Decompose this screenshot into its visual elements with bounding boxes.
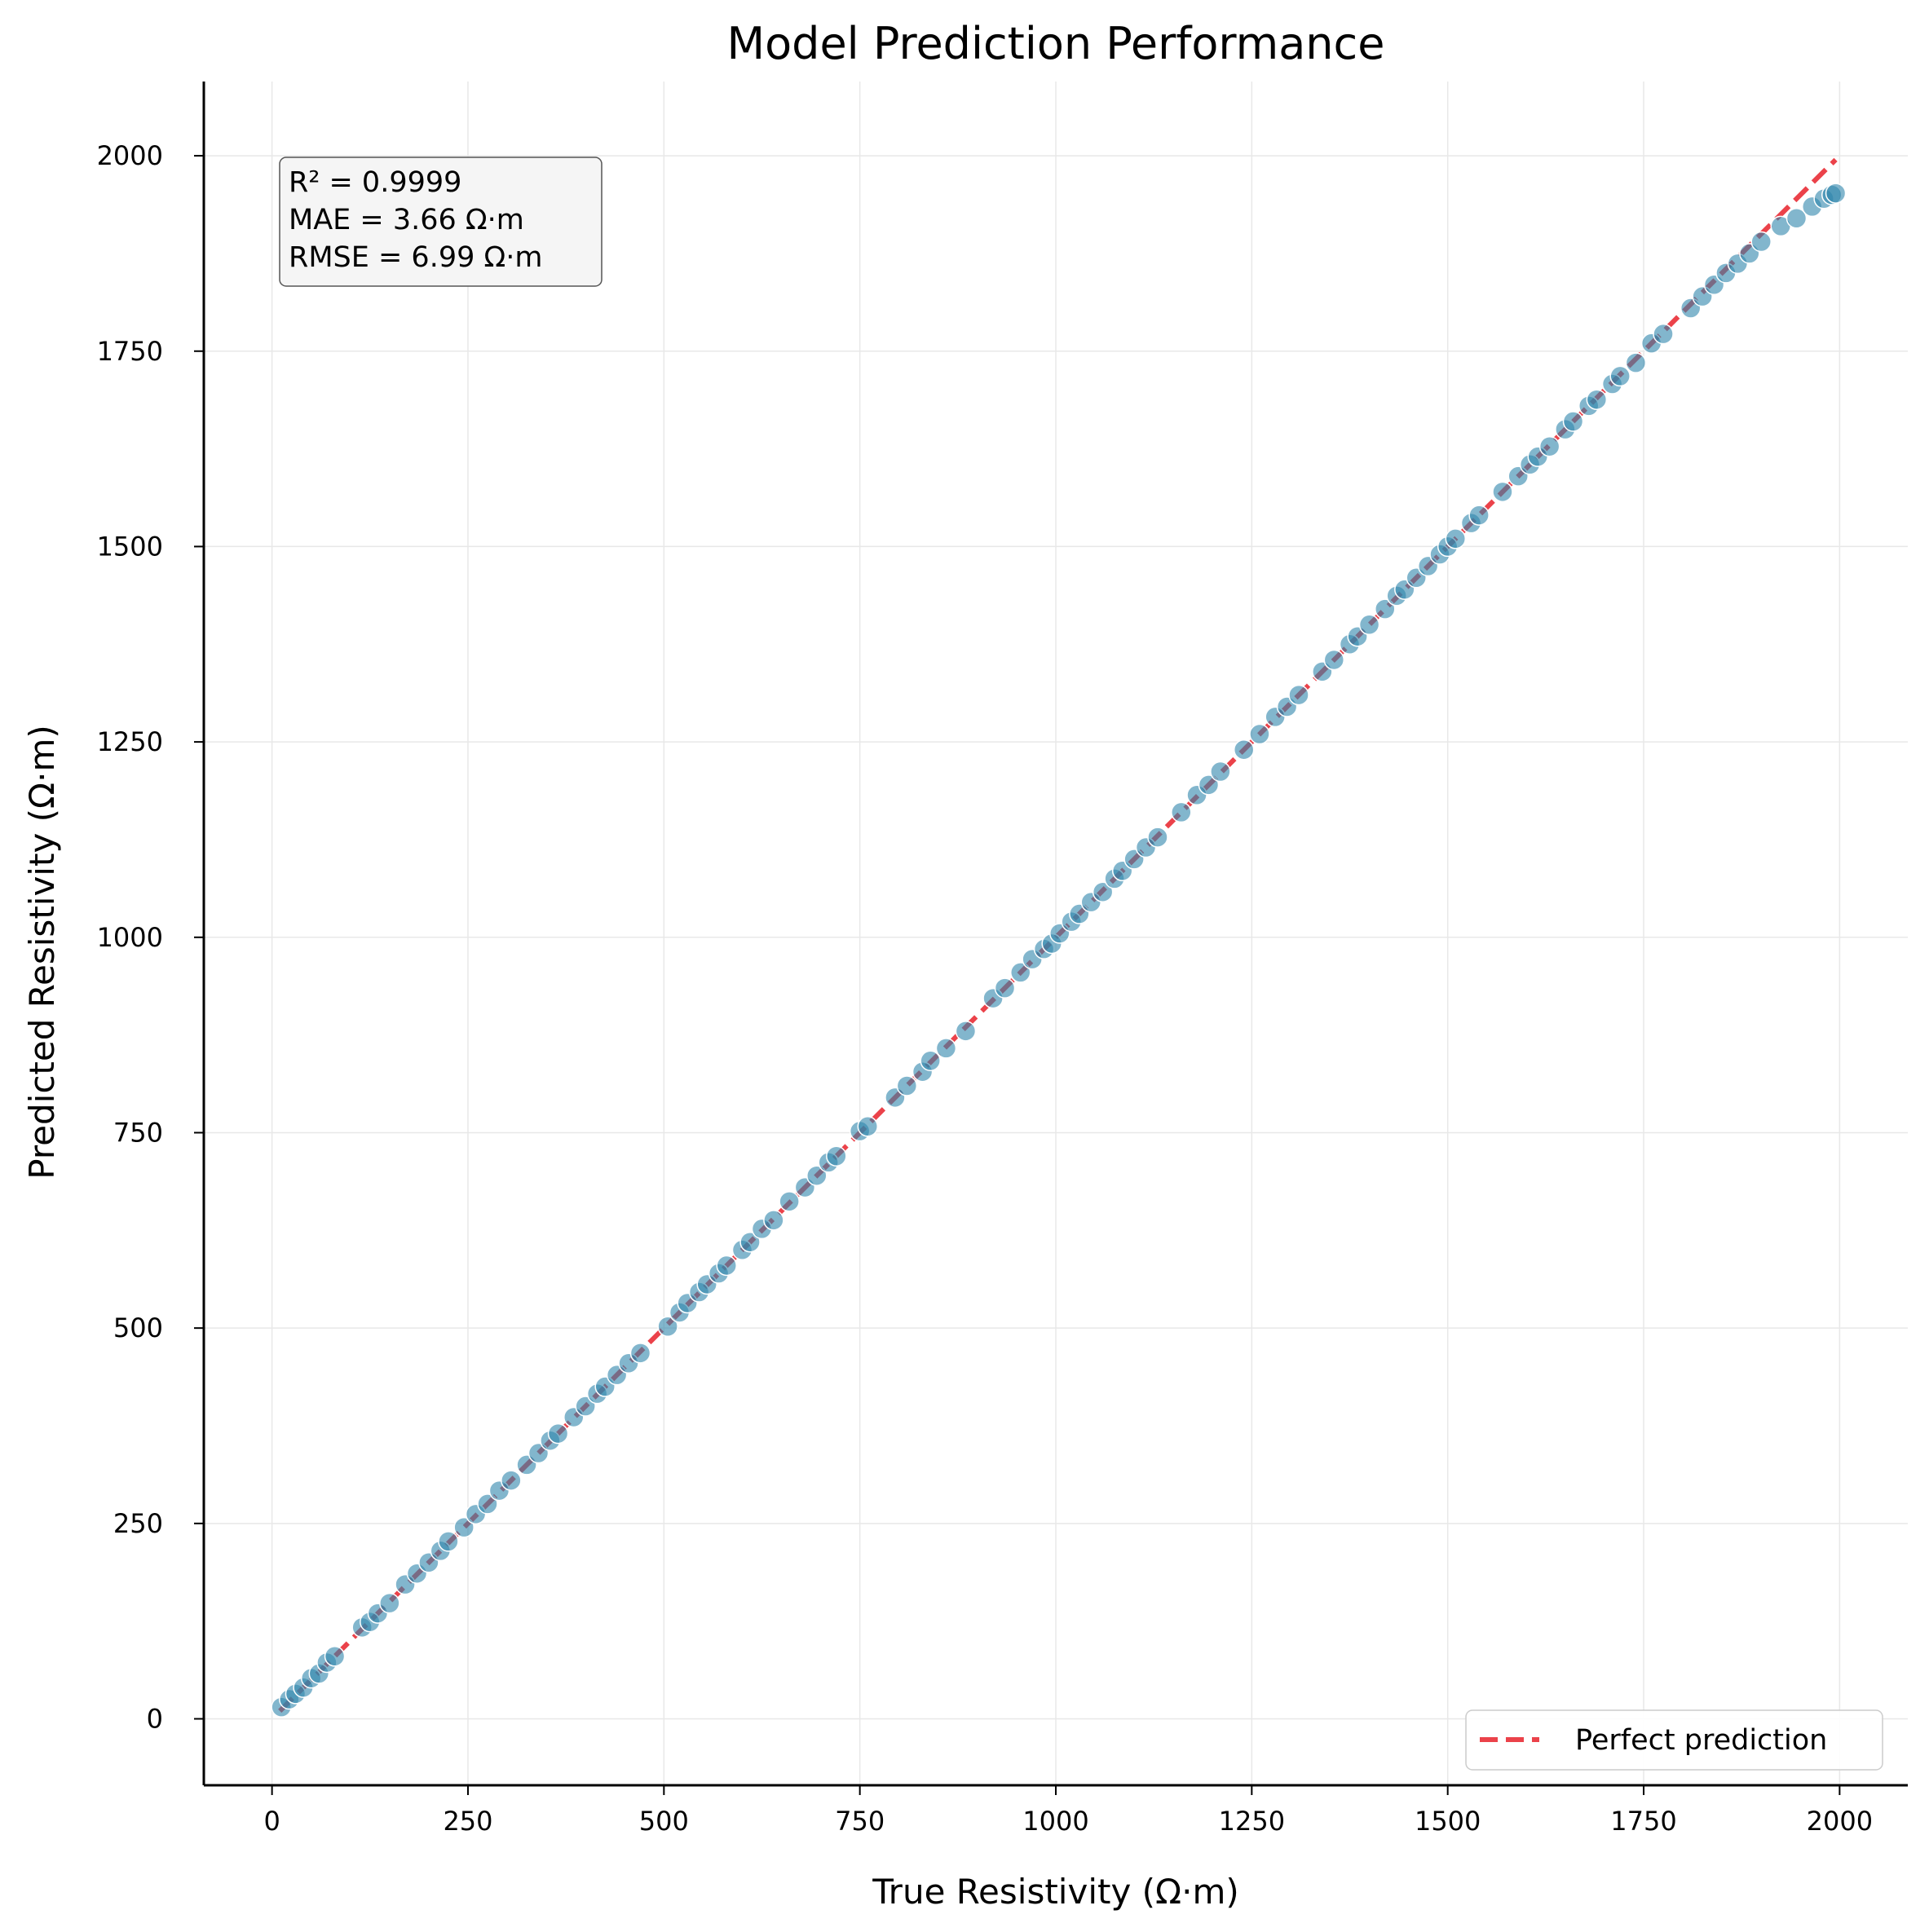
data-point bbox=[1609, 365, 1631, 387]
data-point bbox=[477, 1493, 498, 1515]
data-point bbox=[1375, 598, 1396, 620]
y-tick-label: 750 bbox=[113, 1117, 163, 1148]
data-point bbox=[629, 1343, 651, 1364]
data-point bbox=[1750, 231, 1772, 253]
legend: Perfect prediction bbox=[1465, 1709, 1883, 1771]
data-point bbox=[857, 1116, 879, 1137]
data-point bbox=[994, 977, 1016, 999]
data-point bbox=[1653, 323, 1674, 345]
data-point bbox=[379, 1592, 400, 1614]
y-tick-label: 250 bbox=[113, 1508, 163, 1539]
data-point bbox=[1358, 614, 1380, 636]
tick-labels: 0 250 500 750 1000 1250 1500 1750 2000 0 250 500 750… bbox=[97, 140, 1874, 1837]
data-points bbox=[271, 183, 1847, 1718]
data-point bbox=[501, 1470, 522, 1491]
x-tick-label: 1750 bbox=[1610, 1806, 1676, 1837]
data-point bbox=[1786, 208, 1808, 229]
data-point bbox=[826, 1145, 847, 1167]
data-point bbox=[1147, 827, 1168, 848]
data-point bbox=[779, 1191, 800, 1212]
data-point bbox=[716, 1255, 737, 1277]
data-point bbox=[1492, 481, 1513, 503]
data-point bbox=[547, 1423, 569, 1445]
x-tick-label: 1500 bbox=[1415, 1806, 1481, 1837]
data-point bbox=[935, 1038, 957, 1059]
stats-box-background bbox=[279, 157, 603, 287]
x-axis-title: True Resistivity (Ω·m) bbox=[872, 1872, 1239, 1912]
data-point bbox=[1198, 774, 1220, 796]
y-axis-title: Predicted Resistivity (Ω·m) bbox=[22, 725, 62, 1180]
x-tick-label: 250 bbox=[443, 1806, 492, 1837]
x-tick-label: 500 bbox=[639, 1806, 689, 1837]
data-point bbox=[1288, 684, 1309, 706]
data-point bbox=[739, 1231, 761, 1253]
data-point bbox=[1009, 962, 1031, 983]
data-point bbox=[1625, 352, 1647, 373]
data-point bbox=[1210, 761, 1231, 783]
y-tick-label: 2000 bbox=[97, 140, 163, 171]
data-point bbox=[955, 1021, 977, 1042]
data-point bbox=[920, 1050, 941, 1072]
data-point bbox=[453, 1516, 475, 1538]
data-point bbox=[1249, 723, 1270, 745]
legend-label-perfect-prediction: Perfect prediction bbox=[1575, 1724, 1827, 1757]
data-point bbox=[1468, 505, 1490, 526]
data-point bbox=[1825, 183, 1847, 204]
y-tick-label: 0 bbox=[147, 1704, 163, 1735]
stats-box: R² = 0.9999 MAE = 3.66 Ω·m RMSE = 6.99 Ω… bbox=[279, 157, 603, 287]
x-tick-label: 750 bbox=[835, 1806, 885, 1837]
x-tick-label: 1250 bbox=[1219, 1806, 1285, 1837]
x-tick-label: 2000 bbox=[1807, 1806, 1873, 1837]
data-point bbox=[1171, 801, 1192, 823]
axes bbox=[194, 82, 1908, 1795]
y-tick-label: 1500 bbox=[97, 531, 163, 562]
legend-box bbox=[1465, 1709, 1883, 1771]
stats-rmse: RMSE = 6.99 Ω·m bbox=[289, 241, 542, 274]
stats-mae: MAE = 3.66 Ω·m bbox=[289, 204, 524, 236]
y-tick-label: 1750 bbox=[97, 336, 163, 367]
data-point bbox=[657, 1316, 678, 1337]
data-point bbox=[1562, 411, 1584, 432]
data-point bbox=[1323, 649, 1345, 671]
x-tick-label: 0 bbox=[263, 1806, 280, 1837]
data-point bbox=[896, 1075, 918, 1096]
stats-r2: R² = 0.9999 bbox=[289, 166, 461, 199]
data-point bbox=[324, 1646, 346, 1667]
y-tick-label: 500 bbox=[113, 1312, 163, 1343]
data-point bbox=[763, 1210, 784, 1231]
x-tick-label: 1000 bbox=[1022, 1806, 1088, 1837]
chart-title: Model Prediction Performance bbox=[727, 18, 1385, 69]
data-point bbox=[438, 1531, 459, 1552]
data-point bbox=[1445, 528, 1467, 549]
data-point bbox=[1092, 881, 1114, 902]
y-tick-label: 1000 bbox=[97, 922, 163, 953]
data-point bbox=[1233, 739, 1255, 761]
data-point bbox=[1586, 389, 1608, 410]
data-point bbox=[1538, 435, 1560, 457]
data-point bbox=[806, 1165, 828, 1186]
y-tick-label: 1250 bbox=[97, 726, 163, 757]
